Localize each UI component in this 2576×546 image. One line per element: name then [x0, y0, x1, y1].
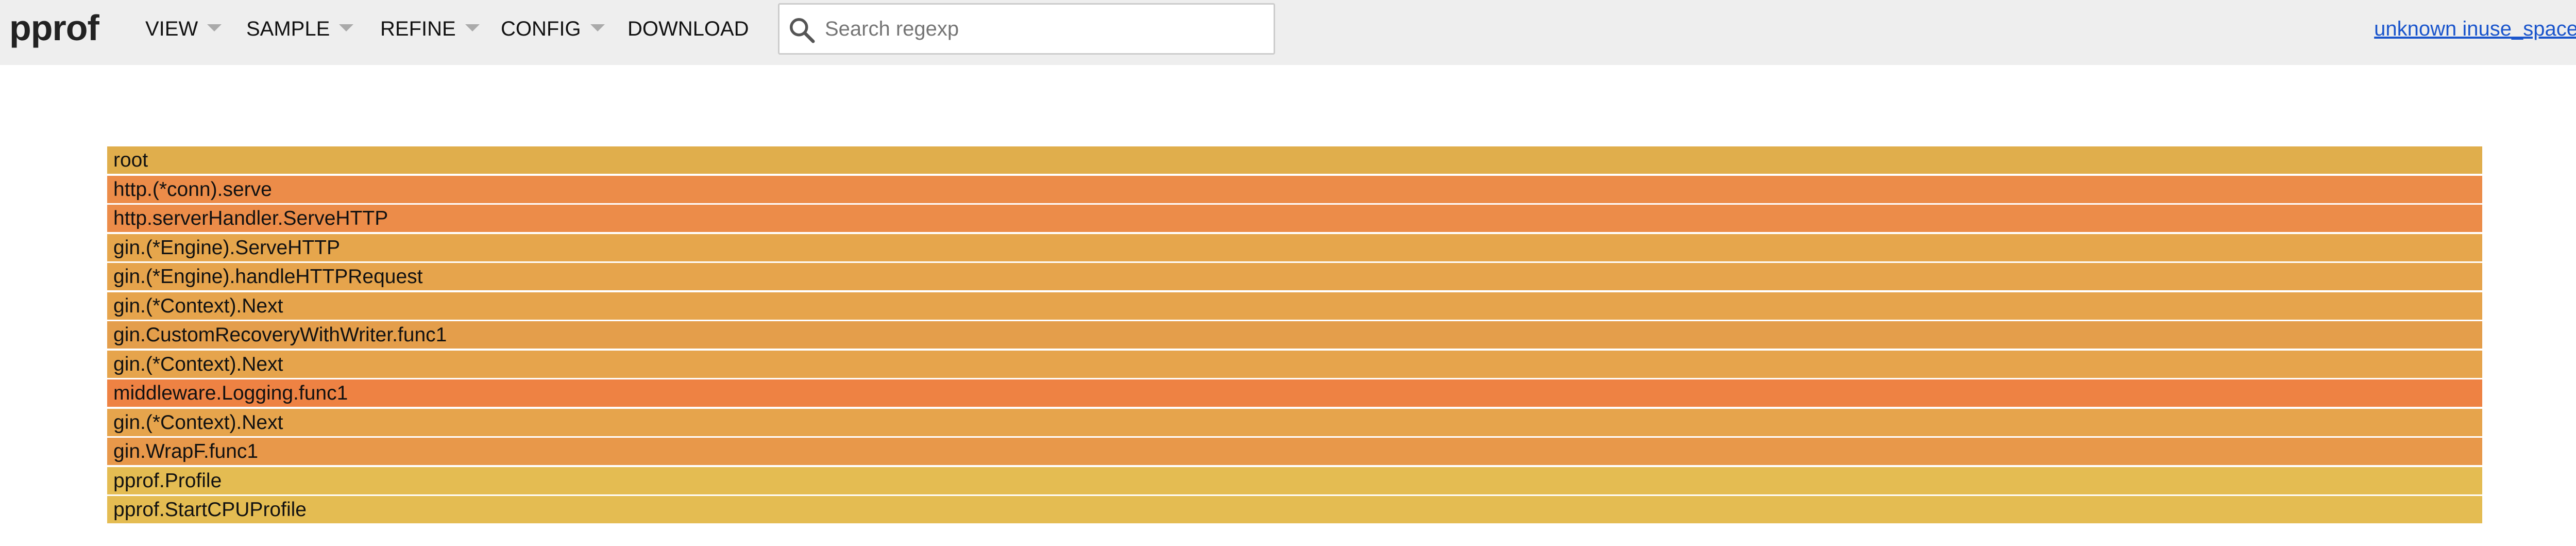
flame-frame[interactable]: gin.CustomRecoveryWithWriter.func1: [107, 321, 2482, 349]
menu-view[interactable]: VIEW: [145, 0, 222, 58]
chevron-down-icon: [465, 24, 480, 32]
flame-frame[interactable]: gin.(*Context).Next: [107, 292, 2482, 320]
flame-frame[interactable]: gin.(*Context).Next: [107, 408, 2482, 436]
profile-type-link[interactable]: unknown inuse_space: [2374, 18, 2576, 40]
chevron-down-icon: [339, 24, 354, 32]
top-toolbar: pprof VIEW SAMPLE REFINE CONFIG DOWNLOAD…: [0, 0, 2576, 65]
flame-frame[interactable]: gin.WrapF.func1: [107, 438, 2482, 465]
flame-frame[interactable]: middleware.Logging.func1: [107, 379, 2482, 407]
menu-config[interactable]: CONFIG: [501, 0, 605, 58]
menu-refine[interactable]: REFINE: [380, 0, 480, 58]
app-logo: pprof: [9, 8, 99, 48]
menu-refine-label: REFINE: [380, 18, 456, 40]
flame-frame[interactable]: root: [107, 146, 2482, 174]
menu-view-label: VIEW: [145, 18, 198, 40]
flame-frame[interactable]: gin.(*Engine).ServeHTTP: [107, 234, 2482, 261]
flame-frame[interactable]: gin.(*Engine).handleHTTPRequest: [107, 263, 2482, 290]
menu-config-label: CONFIG: [501, 18, 581, 40]
menu-sample[interactable]: SAMPLE: [246, 0, 354, 58]
chevron-down-icon: [207, 24, 222, 32]
search-box: [778, 3, 1275, 55]
search-icon: [790, 18, 815, 43]
menu-sample-label: SAMPLE: [246, 18, 330, 40]
chevron-down-icon: [590, 24, 605, 32]
flame-frame[interactable]: http.serverHandler.ServeHTTP: [107, 205, 2482, 232]
flame-frame[interactable]: gin.(*Context).Next: [107, 350, 2482, 378]
flame-graph: root http.(*conn).serve http.serverHandler…: [107, 146, 2482, 525]
search-input[interactable]: [825, 5, 1268, 53]
flame-frame[interactable]: pprof.StartCPUProfile: [107, 496, 2482, 523]
download-button[interactable]: DOWNLOAD: [628, 18, 749, 40]
flame-frame[interactable]: pprof.Profile: [107, 467, 2482, 494]
flame-frame[interactable]: http.(*conn).serve: [107, 175, 2482, 203]
